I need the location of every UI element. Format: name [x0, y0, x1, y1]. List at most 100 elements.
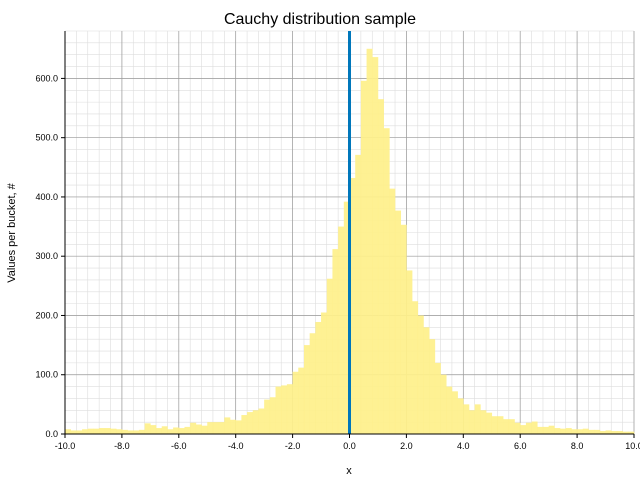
histogram-bar	[309, 333, 316, 434]
histogram-bar	[298, 367, 305, 434]
histogram-bar	[531, 421, 538, 434]
histogram-bar	[446, 386, 453, 434]
x-tick-label: 10.0	[625, 441, 640, 451]
histogram-bar	[599, 431, 606, 434]
histogram-bar	[315, 321, 322, 434]
histogram-bar	[400, 224, 407, 434]
histogram-bar	[110, 428, 117, 434]
histogram-bar	[491, 416, 498, 434]
histogram-bar	[65, 429, 71, 434]
y-axis-label: Values per bucket, #	[6, 182, 18, 282]
histogram-bar	[468, 410, 475, 434]
histogram-bar	[138, 429, 145, 434]
histogram-bar	[281, 385, 288, 434]
histogram-bar	[326, 278, 333, 434]
histogram-bar	[395, 210, 402, 434]
histogram-bar	[82, 429, 89, 434]
histogram-bar	[412, 301, 419, 434]
histogram-bar	[212, 422, 219, 434]
histogram-bar	[366, 48, 373, 434]
histogram-bar	[269, 397, 276, 434]
histogram-bar	[389, 188, 396, 434]
histogram-bar	[588, 429, 595, 434]
histogram-bar	[497, 416, 504, 434]
histogram-bar	[292, 371, 299, 434]
histogram-bar	[605, 430, 612, 434]
histogram-bar	[332, 249, 339, 434]
histogram-bar	[383, 128, 390, 434]
histogram-bar	[303, 345, 310, 434]
histogram-bar	[372, 57, 379, 434]
y-tick-label: 400.0	[35, 192, 58, 202]
histogram-bar	[594, 429, 601, 434]
x-tick-label: 2.0	[400, 441, 413, 451]
histogram-bar	[565, 428, 572, 434]
x-tick-label: -6.0	[171, 441, 187, 451]
histogram-bar	[508, 419, 515, 434]
x-tick-label: 0.0	[343, 441, 356, 451]
histogram-bar	[355, 154, 362, 435]
histogram-bar	[480, 410, 487, 434]
y-tick-label: 300.0	[35, 251, 58, 261]
histogram-bar	[104, 428, 111, 434]
histogram-bar	[616, 431, 623, 434]
histogram-bar	[133, 430, 140, 434]
histogram-bar	[99, 428, 106, 434]
histogram-bar	[230, 419, 236, 434]
histogram-bar	[201, 425, 208, 434]
x-axis-ticks: -10.0 -8.0 -6.0 -4.0 -2.0 0.0 2.0 4.0 6.0 8.0 10.0	[55, 434, 640, 451]
histogram-bar	[429, 339, 436, 434]
histogram-bar	[542, 426, 549, 434]
histogram-bar	[463, 404, 470, 434]
histogram-bar	[338, 226, 345, 434]
y-tick-label: 600.0	[35, 73, 58, 83]
histogram-bar	[377, 99, 384, 434]
histogram-bar	[611, 431, 618, 434]
histogram-bar	[286, 384, 293, 434]
histogram-bar	[116, 429, 123, 434]
y-tick-label: 200.0	[35, 310, 58, 320]
histogram-bar	[423, 327, 430, 434]
histogram-bar	[343, 201, 350, 434]
histogram-bar	[156, 428, 163, 434]
histogram-bar	[190, 422, 197, 434]
histogram-bar	[87, 428, 94, 434]
histogram-bar	[275, 386, 282, 434]
histogram-bar	[560, 428, 567, 434]
histogram-bar	[537, 426, 544, 434]
histogram-bar	[207, 422, 214, 434]
histogram-bar	[520, 425, 527, 434]
histogram-bar	[161, 426, 168, 434]
histogram-bar	[167, 429, 174, 434]
histogram-bar	[258, 408, 265, 434]
histogram-bar	[235, 420, 242, 434]
histogram-bar	[184, 426, 191, 434]
histogram-bar	[360, 80, 367, 435]
histogram-bar	[548, 425, 555, 434]
histogram-bar	[417, 315, 424, 434]
histogram-bar	[503, 419, 510, 434]
histogram-bar	[173, 427, 180, 434]
x-tick-label: -8.0	[114, 441, 130, 451]
histogram-bar	[121, 429, 128, 434]
histogram-bar	[218, 422, 225, 434]
histogram-bar	[628, 431, 635, 434]
histogram-bar	[247, 412, 254, 434]
histogram-bar	[241, 415, 248, 434]
histogram-bar	[252, 410, 259, 434]
histogram-bar	[76, 430, 83, 434]
histogram-bar	[224, 417, 231, 434]
y-tick-label: 500.0	[35, 133, 58, 143]
y-tick-label: 0.0	[45, 429, 58, 439]
histogram-bar	[571, 429, 578, 434]
x-tick-label: -2.0	[285, 441, 301, 451]
x-tick-label: 8.0	[571, 441, 584, 451]
histogram-bar	[457, 398, 464, 434]
histogram-bar	[195, 424, 202, 434]
x-tick-label: 6.0	[514, 441, 527, 451]
histogram-bars	[65, 48, 635, 435]
x-tick-label: -4.0	[228, 441, 244, 451]
histogram-bar	[582, 428, 589, 434]
